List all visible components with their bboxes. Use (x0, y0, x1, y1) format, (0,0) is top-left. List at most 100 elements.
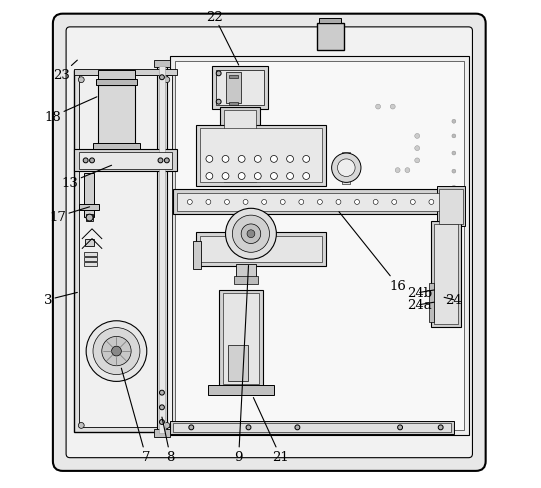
Circle shape (222, 173, 229, 180)
Circle shape (375, 105, 380, 110)
Circle shape (111, 346, 121, 356)
Bar (96, 80, 137, 85)
Bar (200, 129, 322, 183)
Circle shape (164, 423, 170, 428)
Circle shape (452, 120, 456, 124)
Bar (434, 225, 458, 324)
Bar (170, 421, 454, 434)
Circle shape (160, 405, 164, 410)
Circle shape (102, 337, 131, 366)
Circle shape (78, 423, 84, 428)
Bar (193, 241, 201, 269)
Text: 18: 18 (44, 98, 97, 123)
Circle shape (206, 156, 213, 163)
Circle shape (241, 224, 261, 244)
Circle shape (160, 420, 164, 425)
Circle shape (452, 262, 456, 265)
Circle shape (206, 200, 211, 205)
Bar (437, 187, 465, 227)
Circle shape (452, 152, 456, 156)
Bar (429, 283, 434, 322)
Bar (94, 144, 140, 150)
Circle shape (390, 105, 395, 110)
Circle shape (395, 168, 400, 173)
Circle shape (243, 200, 248, 205)
Bar (84, 173, 95, 217)
Circle shape (206, 173, 213, 180)
Bar (196, 125, 326, 186)
Circle shape (452, 203, 456, 207)
Bar (159, 66, 165, 433)
Bar (84, 252, 97, 256)
Circle shape (83, 159, 88, 163)
Circle shape (318, 200, 322, 205)
Circle shape (392, 200, 397, 205)
Circle shape (225, 200, 229, 205)
Circle shape (415, 146, 420, 151)
Bar (154, 429, 170, 437)
Circle shape (415, 159, 420, 163)
Text: 3: 3 (44, 293, 77, 306)
Bar (156, 64, 167, 435)
Text: 17: 17 (49, 207, 90, 224)
Bar (79, 205, 100, 211)
Circle shape (270, 173, 278, 180)
Bar (220, 107, 260, 186)
Circle shape (216, 72, 221, 77)
Circle shape (411, 200, 415, 205)
Bar (74, 150, 176, 172)
FancyBboxPatch shape (53, 15, 486, 471)
Circle shape (270, 156, 278, 163)
Circle shape (222, 156, 229, 163)
Bar (223, 294, 259, 385)
Circle shape (452, 297, 456, 301)
Circle shape (189, 425, 194, 430)
Circle shape (246, 425, 251, 430)
Circle shape (226, 209, 276, 260)
Bar (98, 85, 135, 146)
Text: 21: 21 (253, 398, 289, 463)
Bar (154, 61, 170, 68)
Circle shape (86, 215, 93, 222)
Bar (196, 233, 326, 266)
Circle shape (158, 159, 163, 163)
Bar (85, 240, 95, 246)
Bar (342, 152, 350, 184)
Circle shape (438, 425, 443, 430)
Text: 24a: 24a (407, 299, 434, 311)
Bar (170, 57, 469, 435)
Circle shape (415, 134, 420, 139)
Circle shape (160, 76, 164, 81)
Bar (431, 222, 461, 327)
Circle shape (452, 135, 456, 139)
Text: 23: 23 (53, 61, 77, 82)
Bar (176, 193, 450, 212)
Circle shape (405, 168, 410, 173)
Circle shape (452, 220, 456, 224)
Circle shape (262, 200, 267, 205)
Bar (439, 189, 463, 224)
Circle shape (452, 280, 456, 284)
Circle shape (295, 425, 300, 430)
Bar (173, 189, 454, 215)
Bar (208, 386, 274, 395)
Circle shape (452, 186, 456, 190)
Circle shape (93, 328, 140, 375)
Bar (84, 262, 97, 266)
Bar (173, 423, 451, 432)
Circle shape (164, 159, 169, 163)
Circle shape (232, 216, 269, 253)
Bar (224, 111, 256, 183)
Bar (216, 71, 264, 106)
Bar (229, 76, 237, 79)
Bar (228, 345, 248, 382)
Circle shape (398, 425, 403, 430)
Circle shape (332, 154, 361, 183)
Circle shape (254, 173, 261, 180)
Circle shape (429, 200, 434, 205)
Bar (219, 290, 263, 388)
Text: 9: 9 (234, 266, 248, 463)
Circle shape (216, 100, 221, 105)
Bar (319, 19, 341, 24)
Circle shape (452, 170, 456, 174)
